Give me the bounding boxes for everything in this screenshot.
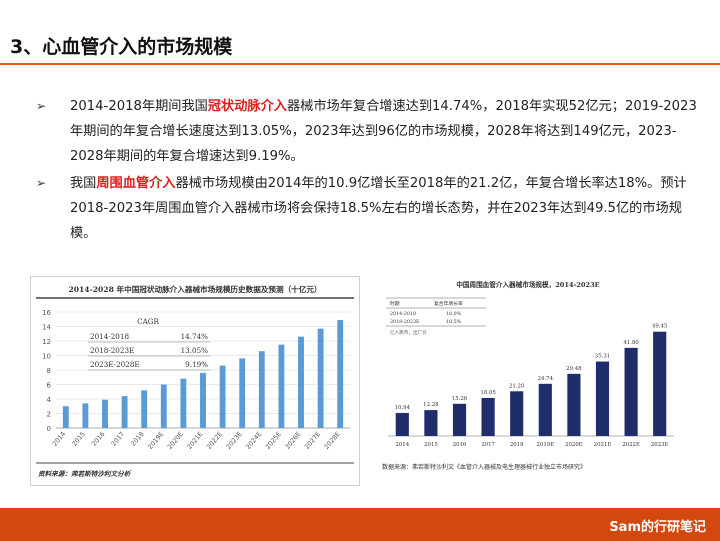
bar: [653, 331, 667, 436]
chart-frame: [30, 276, 360, 486]
data-label: 41.80: [623, 340, 639, 346]
x-tick-label: 2019E: [536, 442, 554, 448]
coronary-chart: 2014-2028 年中国冠状动脉介入器械市场规模历史数据及预测（十亿元） 0 2 4…: [30, 276, 360, 486]
bar: [200, 372, 206, 428]
bar: [317, 328, 324, 428]
data-label: 35.31: [595, 354, 610, 360]
chart-source: 数据来源：弗若斯特沙利文《血管介入器械及电生理器械行业独立市场研究》: [382, 463, 586, 471]
bullet-text: 2014-2018年期间我国: [70, 99, 208, 114]
bullet-item: ➢ 我国周围血管介入器械市场规模由2014年的10.9亿增长至2018年的21.…: [36, 171, 706, 246]
bullet-text: 我国: [70, 176, 97, 191]
bullet-text: 器械市场年复合增速达到14.74%，2018年实现52亿元；2019-2023年…: [70, 99, 697, 164]
y-tick-label: 2: [47, 411, 51, 419]
title-divider: [0, 63, 720, 65]
bullet-list: ➢ 2014-2018年期间我国冠状动脉介入器械市场年复合增速达到14.74%，…: [36, 94, 706, 248]
bar: [160, 384, 167, 428]
bar: [239, 358, 246, 428]
bar: [102, 399, 108, 428]
bar: [538, 383, 552, 436]
bar: [219, 365, 226, 428]
x-tick-label: 2023E: [651, 442, 669, 448]
chart-title: 2014-2028 年中国冠状动脉介入器械市场规模历史数据及预测（十亿元）: [68, 284, 321, 294]
data-label: 18.05: [480, 390, 496, 396]
y-tick-label: 16: [42, 309, 51, 317]
table-cell: 2014-2018: [390, 311, 416, 317]
bullet-highlight: 周围血管介入: [96, 176, 176, 191]
peripheral-chart-svg: 中国周围血管介入器械市场规模，2014-2023E 时期 复合年增长率 2014-20…: [382, 280, 674, 471]
x-tick-label: 2020E: [565, 442, 583, 448]
bar: [624, 347, 638, 436]
chart-title: 中国周围血管介入器械市场规模，2014-2023E: [456, 280, 599, 289]
bar: [452, 403, 467, 436]
cagr-period: 2023E-2028E: [90, 360, 140, 369]
bar: [141, 390, 148, 428]
cagr-value: 13.05%: [181, 346, 209, 355]
peripheral-chart: 中国周围血管介入器械市场规模，2014-2023E 时期 复合年增长率 2014-20…: [378, 276, 678, 476]
data-label: 24.74: [538, 376, 554, 382]
x-tick-label: 2016: [453, 442, 467, 448]
x-tick-label: 2022E: [622, 442, 640, 448]
title-bar: 3、心血管介入的市场规模: [0, 0, 720, 70]
data-label: 15.26: [452, 396, 468, 402]
bar: [395, 412, 409, 436]
bullet-text: 器械市场规模由2014年的10.9亿增长至2018年的21.2亿，年复合增长率达…: [70, 176, 687, 241]
cagr-heading: CAGR: [137, 317, 159, 326]
cagr-value: 14.74%: [181, 332, 209, 341]
bar: [258, 351, 265, 428]
cagr-value: 9.19%: [185, 360, 208, 369]
bar: [481, 397, 495, 436]
bar: [82, 403, 89, 428]
x-tick-label: 2014: [395, 442, 409, 448]
data-label: 10.94: [395, 405, 411, 411]
table-cell: 2018-2023E: [390, 319, 420, 325]
bullet-item: ➢ 2014-2018年期间我国冠状动脉介入器械市场年复合增速达到14.74%，…: [36, 94, 706, 169]
chart-source: 资料来源：弗若斯特沙利文分析: [38, 470, 132, 478]
footer-bar: Sam的行研笔记: [0, 508, 720, 541]
page-title: 3、心血管介入的市场规模: [10, 36, 233, 58]
bar: [298, 336, 304, 428]
y-tick-label: 6: [47, 382, 52, 390]
bar: [595, 361, 610, 436]
x-tick-label: 2015: [424, 442, 438, 448]
table-header: 复合年增长率: [434, 300, 463, 307]
y-tick-label: 12: [42, 338, 51, 346]
coronary-chart-svg: 2014-2028 年中国冠状动脉介入器械市场规模历史数据及预测（十亿元） 0 2 4…: [30, 276, 360, 486]
data-label: 29.48: [566, 366, 582, 372]
footer-brand: Sam的行研笔记: [609, 520, 706, 535]
table-cell: 18.5%: [446, 319, 462, 325]
bar: [121, 396, 128, 428]
arrow-bullet-icon: ➢: [36, 99, 47, 113]
y-tick-label: 4: [47, 396, 52, 404]
bar: [337, 319, 344, 428]
table-header: 时期: [390, 300, 400, 307]
data-label: 21.20: [509, 383, 525, 389]
table-cell: 18.0%: [446, 311, 462, 317]
cagr-period: 2014-2018: [90, 332, 129, 341]
cagr-period: 2018-2023E: [90, 346, 134, 355]
bullet-highlight: 冠状动脉介入: [207, 99, 287, 114]
data-label: 12.28: [423, 402, 439, 408]
x-tick-label: 2018: [510, 442, 524, 448]
y-tick-label: 8: [47, 367, 51, 375]
bar: [180, 378, 187, 428]
bar: [567, 373, 581, 436]
x-tick-label: 2021E: [594, 442, 612, 448]
bar: [510, 391, 524, 436]
x-tick-label: 2017: [481, 442, 495, 448]
arrow-bullet-icon: ➢: [36, 176, 47, 190]
y-tick-label: 0: [47, 425, 51, 433]
data-label: 49.45: [652, 324, 668, 330]
bar: [424, 410, 438, 436]
bar: [278, 344, 285, 428]
y-tick-label: 10: [42, 353, 51, 361]
y-tick-label: 14: [42, 324, 51, 332]
bar: [62, 406, 69, 428]
unit-note: 亿人民币，出厂价: [390, 329, 427, 336]
